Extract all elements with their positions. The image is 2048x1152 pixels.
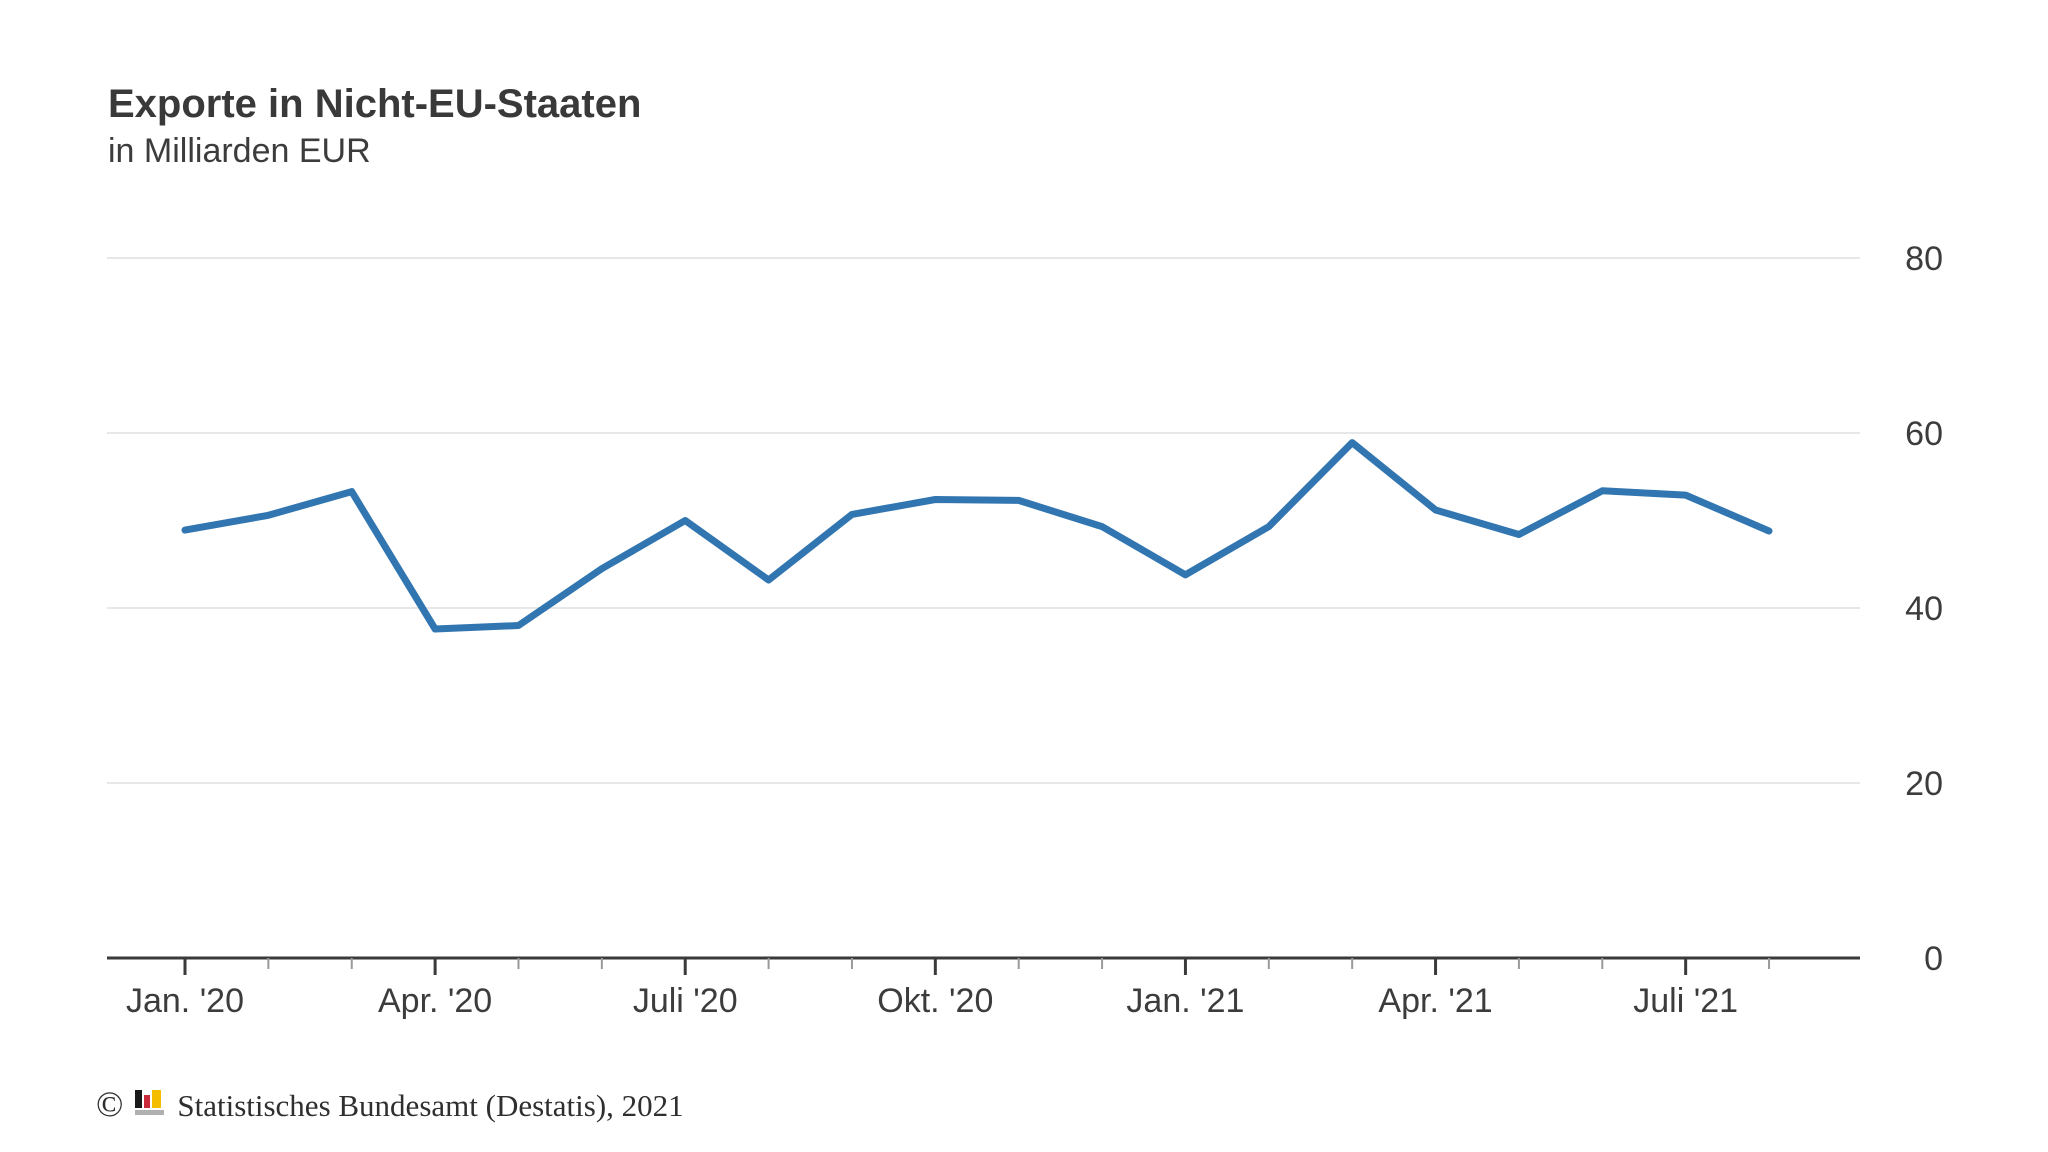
y-tick-label: 20 bbox=[1905, 765, 1943, 803]
y-tick-label: 40 bbox=[1905, 590, 1943, 628]
exports-series-line bbox=[181, 439, 1773, 633]
x-tick-label: Juli '21 bbox=[1633, 982, 1738, 1020]
copyright-symbol: © bbox=[96, 1084, 124, 1124]
source-text: Statistisches Bundesamt (Destatis), 2021 bbox=[177, 1088, 684, 1123]
x-tick-label: Juli '20 bbox=[633, 982, 738, 1020]
x-tick-label: Jan. '21 bbox=[1126, 982, 1244, 1020]
y-tick-label: 0 bbox=[1924, 940, 1943, 978]
y-tick-label: 80 bbox=[1905, 240, 1943, 278]
chart-title: Exporte in Nicht-EU-Staaten bbox=[108, 82, 642, 126]
x-tick-label: Apr. '21 bbox=[1378, 982, 1492, 1020]
source-footer: © Statistisches Bundesamt (Destatis), 20… bbox=[96, 1086, 684, 1126]
x-tick-label: Apr. '20 bbox=[378, 982, 492, 1020]
x-tick-label: Jan. '20 bbox=[126, 982, 244, 1020]
x-tick-label: Okt. '20 bbox=[877, 982, 993, 1020]
y-tick-label: 60 bbox=[1905, 415, 1943, 453]
chart-subtitle: in Milliarden EUR bbox=[108, 132, 371, 170]
destatis-logo-icon bbox=[135, 1088, 165, 1121]
